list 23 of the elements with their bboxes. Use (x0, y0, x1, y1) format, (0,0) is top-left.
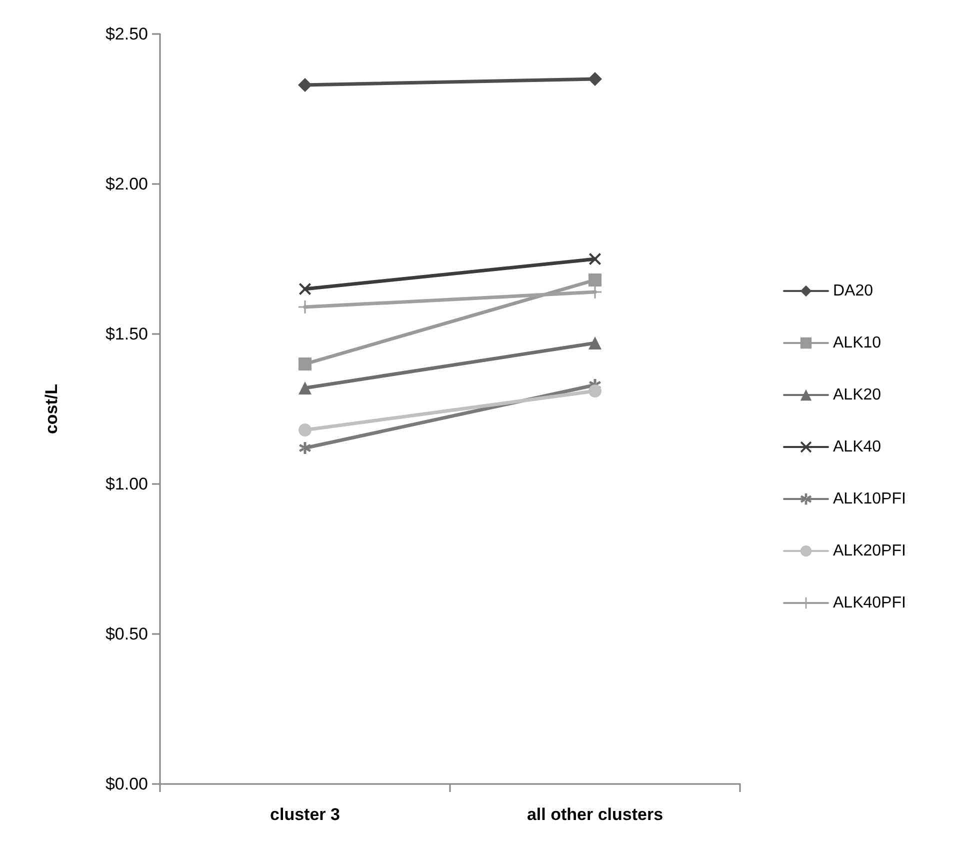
legend-label: ALK40PFI (833, 594, 906, 612)
point (588, 274, 602, 286)
point (298, 78, 312, 92)
legend-label: ALK10 (833, 334, 882, 352)
legend-label: ALK20PFI (833, 542, 906, 560)
y-tick-label: $2.50 (105, 24, 148, 44)
y-tick-label: $0.50 (105, 624, 148, 644)
point (588, 72, 602, 86)
y-tick-label: $1.00 (105, 474, 148, 494)
point (298, 358, 312, 370)
legend-label: ALK40 (833, 438, 882, 456)
y-tick-label: $2.00 (105, 174, 148, 194)
point (588, 384, 602, 398)
point (299, 442, 311, 454)
x-tick-label: all other clusters (526, 805, 664, 824)
legend-label: ALK20 (833, 386, 882, 404)
y-axis-title: cost/L (42, 384, 61, 434)
x-tick-label: cluster 3 (270, 805, 340, 824)
y-tick-label: $0.00 (105, 774, 148, 794)
point (298, 424, 312, 436)
legend-label: ALK10PFI (833, 490, 906, 508)
legend-label: DA20 (833, 282, 874, 300)
y-tick-label: $1.50 (105, 324, 148, 344)
